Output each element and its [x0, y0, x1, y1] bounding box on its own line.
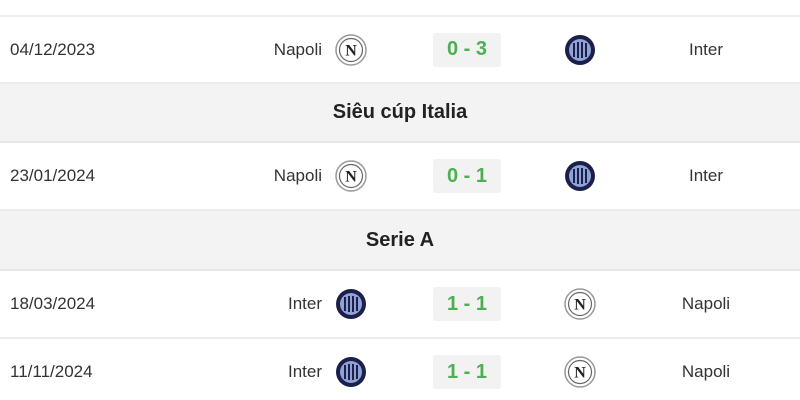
inter-logo-icon — [335, 356, 367, 388]
home-team[interactable]: Inter — [287, 362, 322, 381]
svg-text:N: N — [574, 297, 586, 314]
match-score[interactable]: 1 - 1 — [433, 355, 501, 389]
match-row[interactable]: 18/03/2024 Inter 1 - 1 N Napoli — [0, 271, 800, 339]
match-date: 04/12/2023 — [10, 39, 96, 59]
napoli-logo-icon: N — [335, 33, 367, 66]
home-team[interactable]: Napoli — [273, 166, 322, 185]
match-row[interactable]: 04/12/2023 Napoli N 0 - 3 Inter — [0, 17, 800, 84]
match-row[interactable]: 11/11/2024 Inter 1 - 1 N Napoli — [0, 339, 800, 400]
napoli-logo-icon: N — [564, 288, 596, 320]
inter-logo-icon — [564, 34, 596, 66]
napoli-logo-icon: N — [335, 160, 367, 192]
match-date: 23/01/2024 — [10, 166, 96, 185]
competition-header: Siêu cúp Italia — [0, 84, 800, 143]
match-score[interactable]: 1 - 1 — [433, 287, 501, 321]
away-team[interactable]: Inter — [688, 39, 724, 59]
napoli-logo-icon: N — [564, 356, 596, 388]
away-team[interactable]: Napoli — [681, 294, 731, 313]
home-team[interactable]: Inter — [287, 294, 322, 313]
table-row-partial — [0, 0, 800, 17]
match-row[interactable]: 23/01/2024 Napoli N 0 - 1 Inter — [0, 143, 800, 211]
svg-text:N: N — [345, 42, 357, 59]
away-team[interactable]: Inter — [688, 166, 724, 185]
competition-header: Serie A — [0, 211, 800, 271]
home-team[interactable]: Napoli — [273, 39, 322, 59]
match-score[interactable]: 0 - 3 — [433, 32, 501, 67]
inter-logo-icon — [335, 288, 367, 320]
svg-text:N: N — [345, 169, 357, 186]
match-date: 11/11/2024 — [10, 362, 93, 381]
match-date: 18/03/2024 — [10, 294, 96, 313]
away-team[interactable]: Napoli — [681, 362, 731, 381]
svg-text:N: N — [574, 365, 586, 382]
match-score[interactable]: 0 - 1 — [433, 159, 501, 193]
inter-logo-icon — [564, 160, 596, 192]
